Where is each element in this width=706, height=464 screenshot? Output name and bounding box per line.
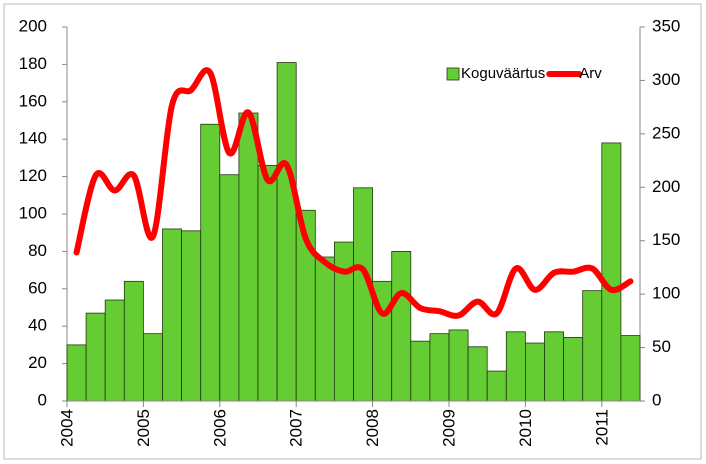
bar	[66, 344, 87, 402]
y2-tick-label: 300	[652, 70, 680, 89]
y2-tick-label: 350	[652, 16, 680, 35]
y2-tick-label: 100	[652, 284, 680, 303]
bar	[353, 187, 374, 402]
x-tick-label: 2005	[134, 409, 153, 447]
bar	[505, 331, 526, 402]
x-tick-label: 2007	[287, 409, 306, 447]
y-tick-label: 180	[19, 54, 47, 73]
bar	[391, 250, 412, 402]
bar	[181, 230, 202, 402]
y-tick-label: 100	[19, 203, 47, 222]
bar	[219, 174, 240, 402]
y-tick-label: 20	[28, 353, 47, 372]
bar	[448, 329, 469, 402]
bar	[486, 370, 507, 402]
bar	[314, 256, 335, 402]
bar	[601, 142, 622, 402]
bar	[563, 337, 584, 402]
y2-tick-label: 200	[652, 177, 680, 196]
bar	[429, 333, 450, 402]
y-tick-label: 0	[38, 390, 47, 409]
x-tick-label: 2011	[592, 409, 611, 446]
bar	[620, 335, 641, 402]
y2-tick-label: 250	[652, 123, 680, 142]
bar	[238, 112, 259, 402]
line	[73, 67, 634, 319]
y-tick-label: 80	[28, 241, 47, 260]
x-tick-label: 2009	[439, 409, 458, 447]
y2-tick-label: 150	[652, 230, 680, 249]
y-tick-label: 120	[19, 166, 47, 185]
y-tick-label: 200	[19, 16, 47, 35]
bar	[525, 342, 545, 402]
legend-label: Arv	[579, 65, 602, 82]
y2-tick-label: 0	[652, 390, 661, 409]
y-tick-label: 140	[19, 129, 47, 148]
legend-label: Koguväärtus	[461, 65, 545, 82]
bar	[257, 164, 278, 402]
legend-swatch	[446, 67, 460, 81]
bar	[582, 290, 603, 402]
bar	[85, 312, 106, 402]
bar	[123, 280, 144, 402]
y2-tick-label: 50	[652, 337, 671, 356]
x-tick-label: 2008	[363, 409, 382, 447]
bar	[276, 62, 297, 402]
y-tick-label: 160	[19, 91, 47, 110]
bar	[333, 241, 354, 402]
y-tick-label: 40	[28, 316, 47, 335]
y-tick-label: 60	[28, 278, 47, 297]
bar	[142, 333, 163, 402]
bar	[162, 228, 183, 402]
bar	[410, 340, 431, 402]
x-tick-label: 2010	[516, 409, 535, 447]
x-tick-label: 2006	[210, 409, 229, 447]
x-tick-label: 2004	[57, 409, 76, 447]
bar	[544, 331, 565, 402]
bar	[104, 299, 125, 402]
bar	[200, 123, 221, 402]
bar	[467, 346, 488, 402]
